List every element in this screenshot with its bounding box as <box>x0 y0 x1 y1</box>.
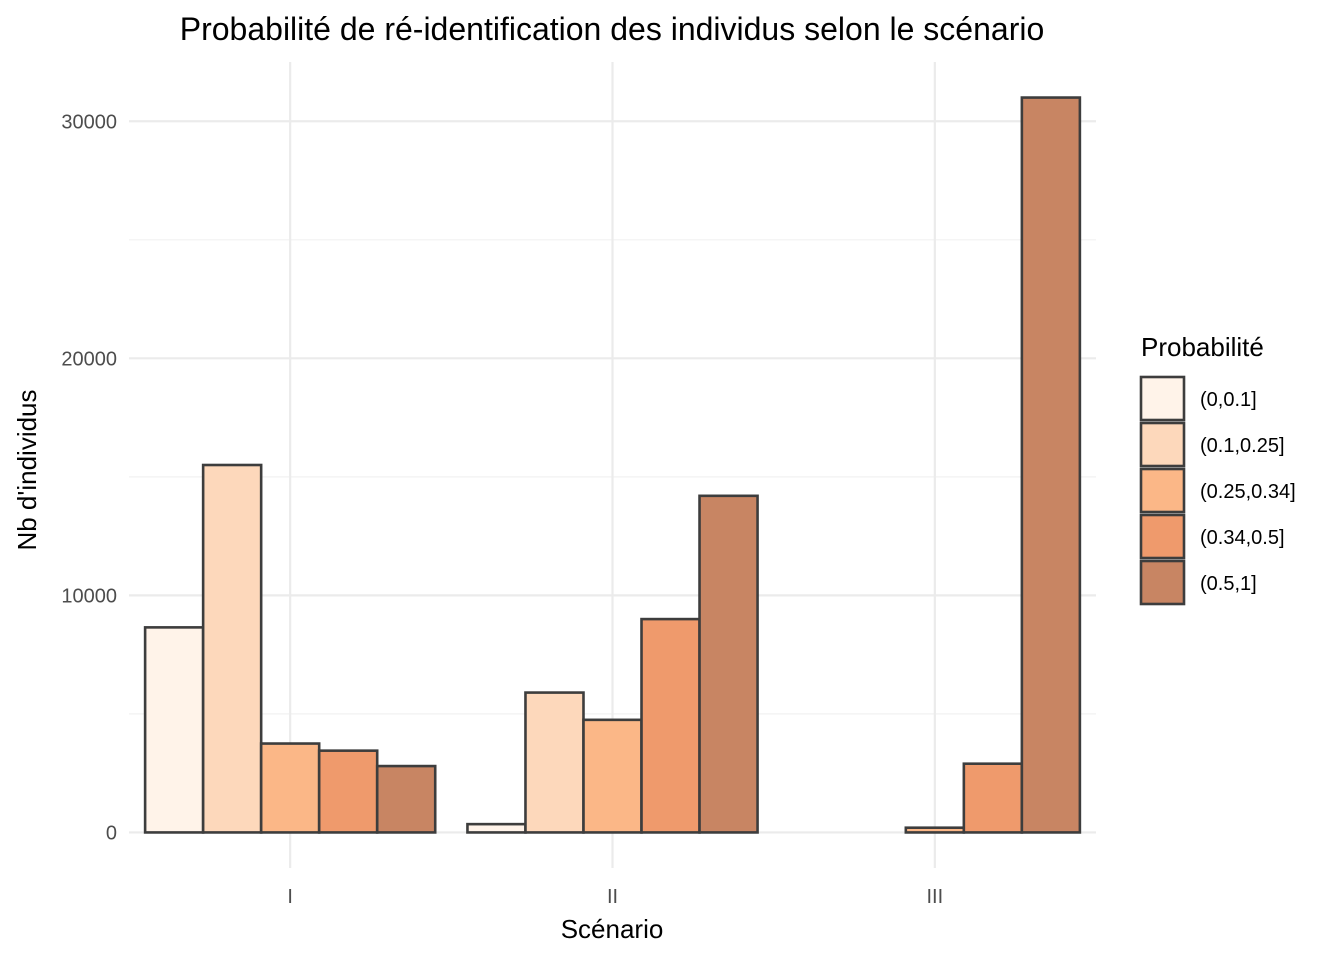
legend-item: (0.1,0.25] <box>1139 421 1285 468</box>
bar <box>640 617 701 834</box>
bar <box>582 718 643 834</box>
legend-label: (0.25,0.34] <box>1200 481 1296 503</box>
legend-item: (0.5,1] <box>1139 559 1257 606</box>
legend-label: (0.34,0.5] <box>1200 527 1285 549</box>
bar <box>1020 96 1082 834</box>
bar <box>317 749 379 834</box>
x-axis-title: Scénario <box>561 914 664 944</box>
legend: Probabilité (0,0.1] (0.1,0.25] (0.25,0.34]… <box>1139 332 1296 606</box>
x-tick-label: I <box>287 886 293 908</box>
y-tick-label: 30000 <box>61 111 117 133</box>
legend-label: (0,0.1] <box>1200 389 1257 411</box>
bar <box>904 826 966 834</box>
y-tick-label: 0 <box>106 822 117 844</box>
y-axis-ticks: 0 10000 20000 30000 <box>61 111 117 844</box>
legend-swatch <box>1139 559 1186 606</box>
y-tick-label: 10000 <box>61 585 117 607</box>
bar <box>962 762 1024 834</box>
bars <box>143 96 1082 834</box>
bar <box>466 822 527 834</box>
legend-swatch <box>1139 467 1186 514</box>
x-tick-label: III <box>926 886 943 908</box>
bar <box>524 691 585 834</box>
legend-swatch <box>1139 513 1186 560</box>
legend-title: Probabilité <box>1141 332 1264 362</box>
legend-item: (0.34,0.5] <box>1139 513 1285 560</box>
chart-title: Probabilité de ré-identification des ind… <box>180 11 1045 47</box>
x-tick-label: II <box>607 886 618 908</box>
legend-swatch <box>1139 421 1186 468</box>
legend-swatch <box>1139 375 1186 422</box>
bar <box>143 626 205 834</box>
bar <box>201 463 263 834</box>
bar <box>375 764 437 834</box>
y-axis-title: Nb d'individus <box>12 389 42 550</box>
legend-items: (0,0.1] (0.1,0.25] (0.25,0.34] (0.34,0.5] (0… <box>1139 375 1296 606</box>
legend-label: (0.5,1] <box>1200 573 1257 595</box>
legend-item: (0,0.1] <box>1139 375 1257 422</box>
legend-label: (0.1,0.25] <box>1200 435 1285 457</box>
legend-item: (0.25,0.34] <box>1139 467 1296 514</box>
bar <box>698 494 759 834</box>
x-axis-ticks: I II III <box>287 886 943 908</box>
bar <box>259 742 321 834</box>
y-tick-label: 20000 <box>61 348 117 370</box>
